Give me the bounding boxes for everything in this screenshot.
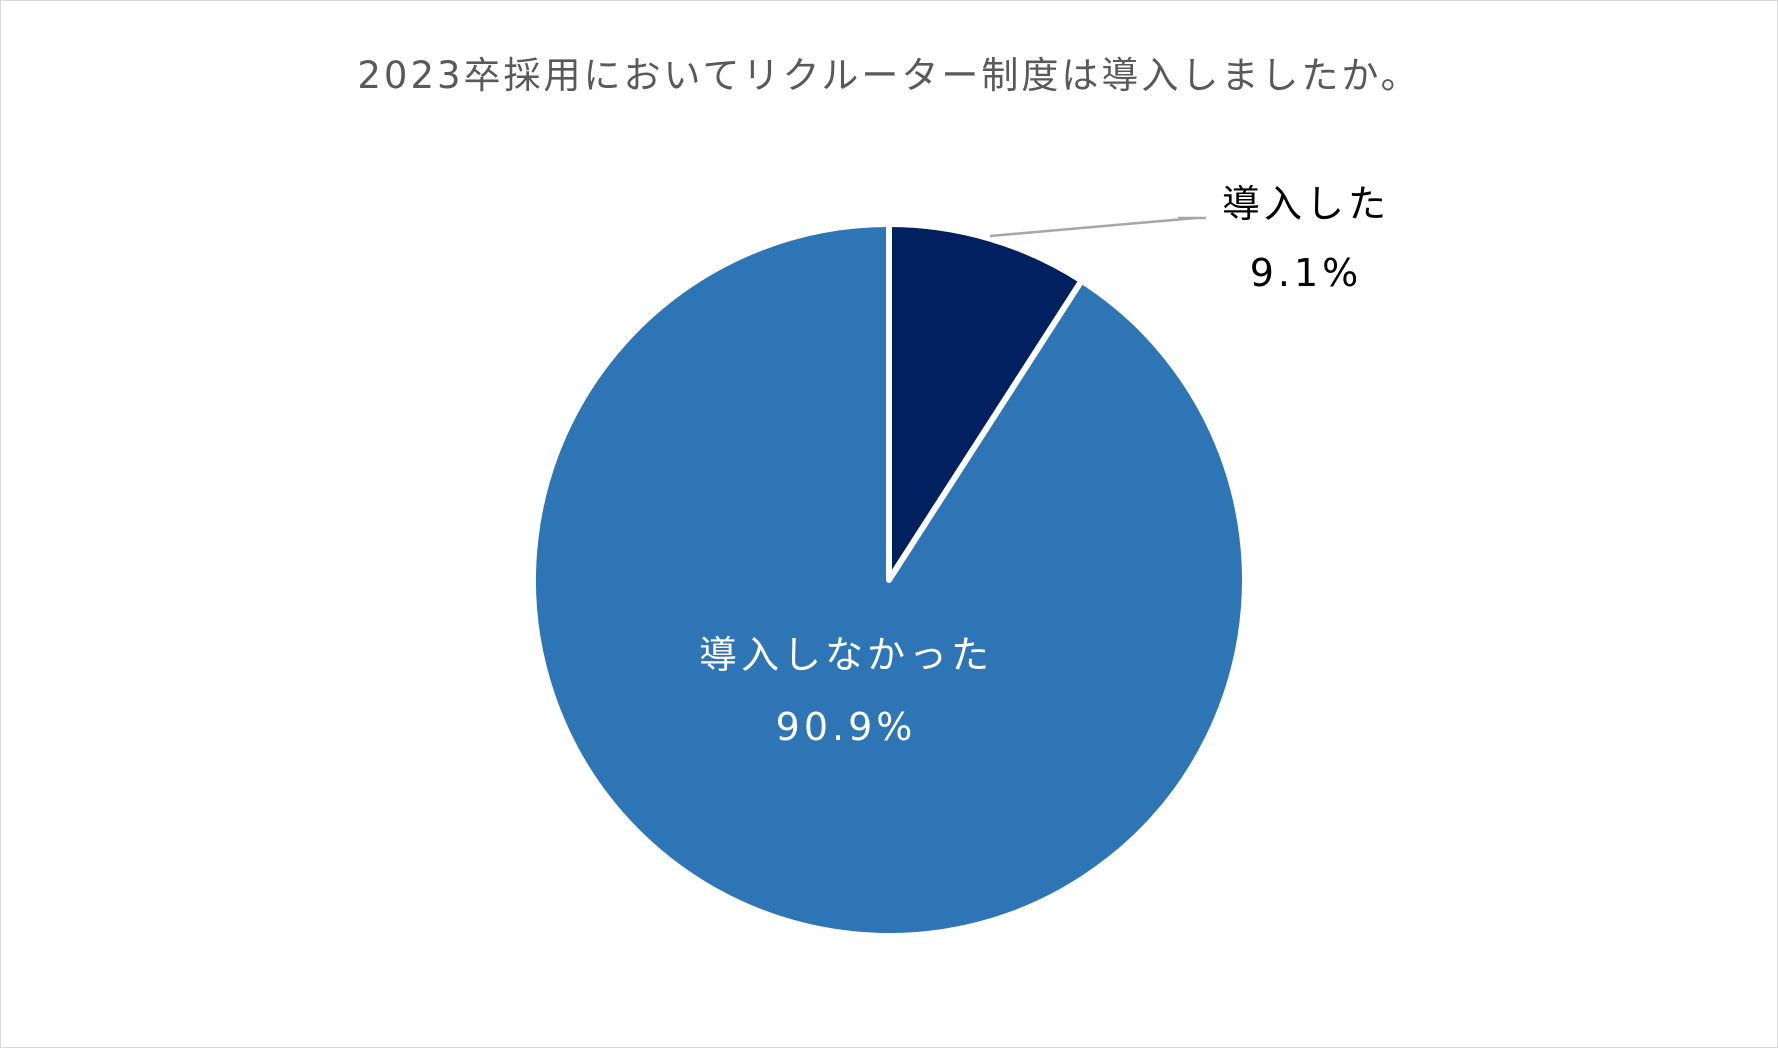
chart-title: 2023卒採用においてリクルーター制度は導入しましたか。 [357, 54, 1421, 97]
slice-value-not-implemented: 90.9% [776, 705, 917, 749]
slice-label-implemented: 導入した [1222, 182, 1390, 226]
slice-value-implemented: 9.1% [1250, 251, 1363, 295]
slice-label-not-implemented: 導入しなかった [699, 633, 993, 677]
pie-slices [530, 221, 1248, 939]
leader-line [989, 216, 1197, 238]
pie-slice-not-implemented [530, 221, 1248, 939]
pie-slice-implemented [886, 221, 1085, 583]
